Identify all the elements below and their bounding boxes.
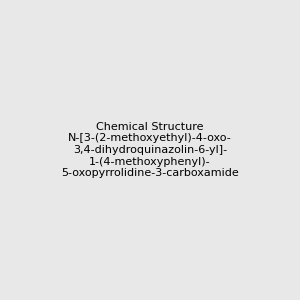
Text: Chemical Structure
N-[3-(2-methoxyethyl)-4-oxo-
3,4-dihydroquinazolin-6-yl]-
1-(: Chemical Structure N-[3-(2-methoxyethyl)… [61, 122, 239, 178]
